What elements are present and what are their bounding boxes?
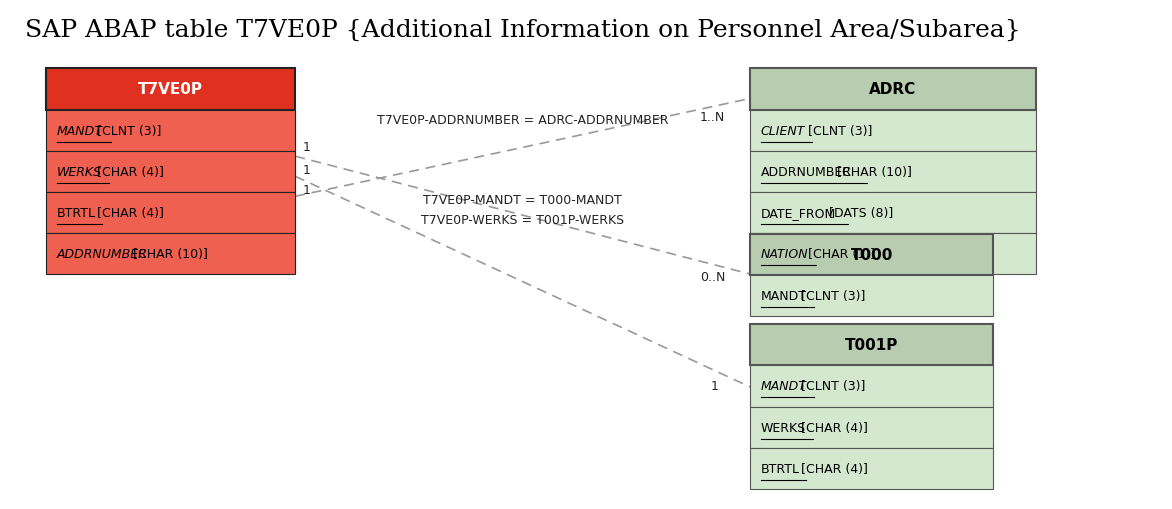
Text: [CLNT (3)]: [CLNT (3)] xyxy=(797,290,865,302)
Text: 1: 1 xyxy=(302,140,311,153)
Text: WERKS: WERKS xyxy=(57,165,102,178)
Bar xyxy=(750,192,1036,234)
Text: [CLNT (3)]: [CLNT (3)] xyxy=(797,380,865,392)
Bar xyxy=(47,69,295,110)
Text: [CHAR (4)]: [CHAR (4)] xyxy=(93,165,164,178)
Text: CLIENT: CLIENT xyxy=(761,124,805,137)
Text: 0..N: 0..N xyxy=(701,271,725,284)
Bar xyxy=(47,110,295,151)
Text: ADDRNUMBER: ADDRNUMBER xyxy=(761,165,852,178)
Bar xyxy=(47,192,295,234)
Text: DATE_FROM: DATE_FROM xyxy=(761,207,836,219)
Text: T7VE0P: T7VE0P xyxy=(138,82,203,97)
Text: T7VE0P-MANDT = T000-MANDT: T7VE0P-MANDT = T000-MANDT xyxy=(423,194,622,207)
Text: ADRC: ADRC xyxy=(870,82,917,97)
Text: [CHAR (4)]: [CHAR (4)] xyxy=(93,207,164,219)
Bar xyxy=(750,448,994,489)
Bar xyxy=(750,407,994,448)
Bar xyxy=(750,365,994,407)
Bar xyxy=(750,151,1036,192)
Text: MANDT: MANDT xyxy=(761,290,806,302)
Bar xyxy=(750,235,994,275)
Text: [CHAR (4)]: [CHAR (4)] xyxy=(797,421,867,434)
Text: T7VE0P-ADDRNUMBER = ADRC-ADDRNUMBER: T7VE0P-ADDRNUMBER = ADRC-ADDRNUMBER xyxy=(377,114,668,127)
Text: 1: 1 xyxy=(302,184,311,197)
Bar xyxy=(750,69,1036,110)
Text: [CHAR (4)]: [CHAR (4)] xyxy=(797,462,867,475)
Bar xyxy=(750,325,994,365)
Bar xyxy=(47,151,295,192)
Bar xyxy=(47,234,295,274)
Text: SAP ABAP table T7VE0P {Additional Information on Personnel Area/Subarea}: SAP ABAP table T7VE0P {Additional Inform… xyxy=(26,19,1021,42)
Text: BTRTL: BTRTL xyxy=(761,462,799,475)
Text: 1..N: 1..N xyxy=(700,110,724,123)
Text: [CHAR (10)]: [CHAR (10)] xyxy=(129,247,207,261)
Text: [CHAR (10)]: [CHAR (10)] xyxy=(832,165,912,178)
Text: [DATS (8)]: [DATS (8)] xyxy=(825,207,894,219)
Text: NATION: NATION xyxy=(761,247,809,261)
Text: T001P: T001P xyxy=(845,337,899,353)
Text: BTRTL: BTRTL xyxy=(57,207,96,219)
Text: MANDT: MANDT xyxy=(57,124,103,137)
Text: WERKS: WERKS xyxy=(761,421,806,434)
Text: [CLNT (3)]: [CLNT (3)] xyxy=(93,124,162,137)
Text: [CLNT (3)]: [CLNT (3)] xyxy=(804,124,872,137)
Bar xyxy=(750,110,1036,151)
Text: T000: T000 xyxy=(851,247,893,263)
Bar xyxy=(750,275,994,317)
Bar xyxy=(750,234,1036,274)
Text: T7VE0P-WERKS = T001P-WERKS: T7VE0P-WERKS = T001P-WERKS xyxy=(421,214,625,227)
Text: MANDT: MANDT xyxy=(761,380,806,392)
Text: [CHAR (1)]: [CHAR (1)] xyxy=(804,247,874,261)
Text: ADDRNUMBER: ADDRNUMBER xyxy=(57,247,148,261)
Text: 1: 1 xyxy=(302,164,311,177)
Text: 1: 1 xyxy=(711,379,718,392)
